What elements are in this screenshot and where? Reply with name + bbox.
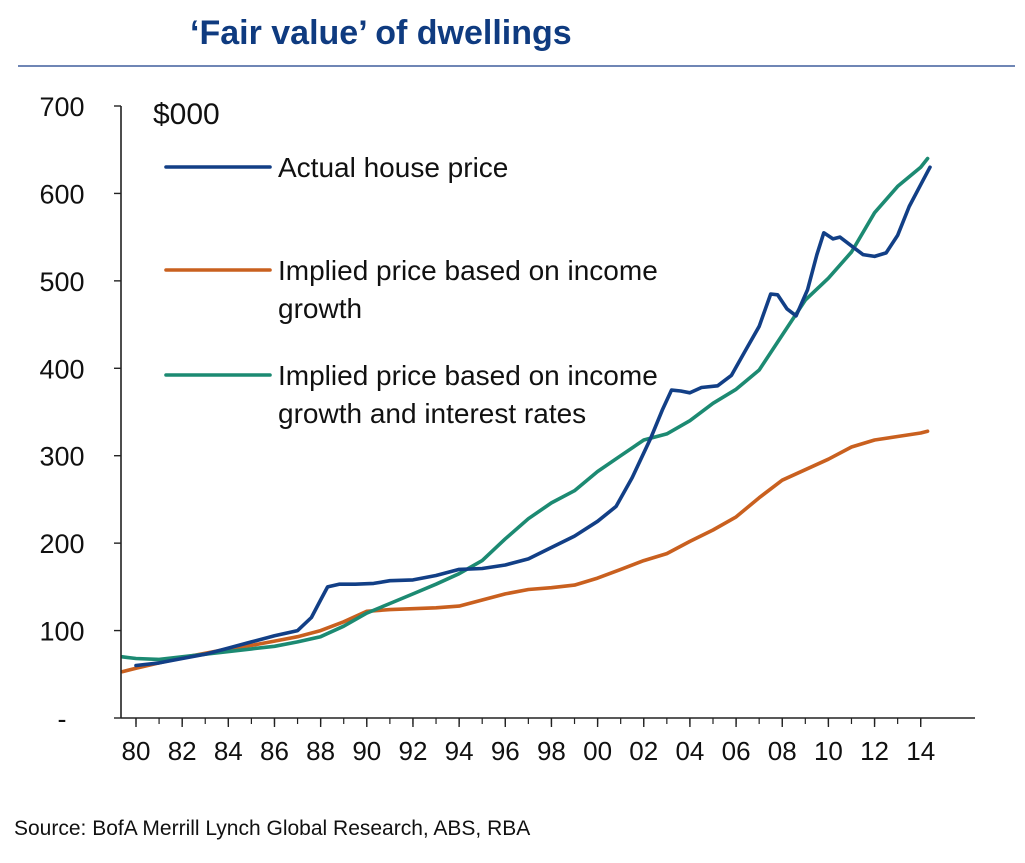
x-tick-label: 88 — [306, 736, 335, 766]
unit-label: $000 — [153, 98, 220, 131]
x-tick-label: 94 — [445, 736, 474, 766]
series-line-2 — [120, 429, 930, 674]
legend: Actual house price Implied price based on… — [164, 152, 658, 429]
y-tick-label: 200 — [39, 529, 84, 559]
x-tick-label: 82 — [168, 736, 197, 766]
source-note: Source: BofA Merrill Lynch Global Resear… — [14, 817, 531, 840]
series-layer — [120, 156, 932, 674]
chart-title: ‘Fair value’ of dwellings — [190, 14, 572, 52]
x-tick-label: 00 — [583, 736, 612, 766]
y-tick-label: 600 — [39, 179, 84, 209]
x-tick-label: 14 — [906, 736, 935, 766]
legend-label-2: Implied price based on income growth — [278, 255, 658, 324]
y-tick-label: 300 — [39, 442, 84, 472]
x-tick-label: 98 — [537, 736, 566, 766]
x-tick-label: 02 — [629, 736, 658, 766]
x-tick-label: 06 — [722, 736, 751, 766]
x-tick-label: 80 — [122, 736, 151, 766]
y-tick-label: 100 — [39, 617, 84, 647]
x-tick-label: 96 — [491, 736, 520, 766]
title-divider — [18, 65, 1015, 67]
x-tick-label: 04 — [675, 736, 704, 766]
legend-label-1: Actual house price — [278, 152, 508, 183]
x-tick-label: 08 — [768, 736, 797, 766]
y-tick-label: 400 — [39, 354, 84, 384]
legend-label-3: Implied price based on income growth and … — [278, 360, 658, 429]
x-tick-label: 12 — [860, 736, 889, 766]
x-tick-label: 10 — [814, 736, 843, 766]
y-tick-label: 500 — [39, 267, 84, 297]
x-tick-label: 86 — [260, 736, 289, 766]
x-tick-label: 92 — [398, 736, 427, 766]
x-tick-label: 84 — [214, 736, 243, 766]
series-line-1 — [134, 165, 932, 668]
y-tick-label: 700 — [39, 92, 84, 122]
series-line-3 — [120, 156, 930, 662]
x-tick-label: 90 — [352, 736, 381, 766]
y-tick-label: - — [58, 704, 67, 734]
